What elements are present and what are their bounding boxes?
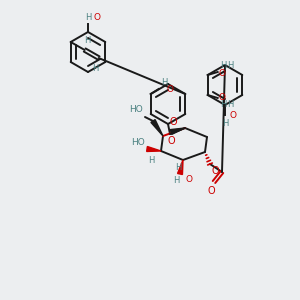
Polygon shape (170, 128, 185, 134)
Text: O: O (219, 92, 226, 101)
Text: H: H (227, 100, 233, 109)
Text: O: O (185, 175, 192, 184)
Text: O: O (219, 70, 226, 79)
Text: O: O (94, 13, 101, 22)
Polygon shape (178, 160, 183, 175)
Text: H: H (222, 119, 228, 128)
Text: H: H (85, 36, 91, 45)
Text: O: O (169, 117, 177, 127)
Polygon shape (151, 120, 163, 136)
Text: H: H (220, 61, 226, 70)
Text: H: H (85, 13, 91, 22)
Text: H: H (175, 163, 181, 172)
Text: HO: HO (129, 105, 143, 114)
Text: H: H (148, 156, 154, 165)
Text: O: O (167, 136, 175, 146)
Text: H: H (227, 61, 233, 70)
Text: H: H (92, 64, 99, 73)
Text: H: H (161, 78, 167, 87)
Text: O: O (212, 166, 220, 176)
Text: O: O (230, 112, 237, 121)
Text: O: O (207, 186, 215, 196)
Text: O: O (167, 85, 174, 94)
Polygon shape (147, 146, 161, 152)
Text: H: H (220, 100, 226, 109)
Text: H: H (173, 176, 179, 185)
Text: HO: HO (131, 138, 145, 147)
